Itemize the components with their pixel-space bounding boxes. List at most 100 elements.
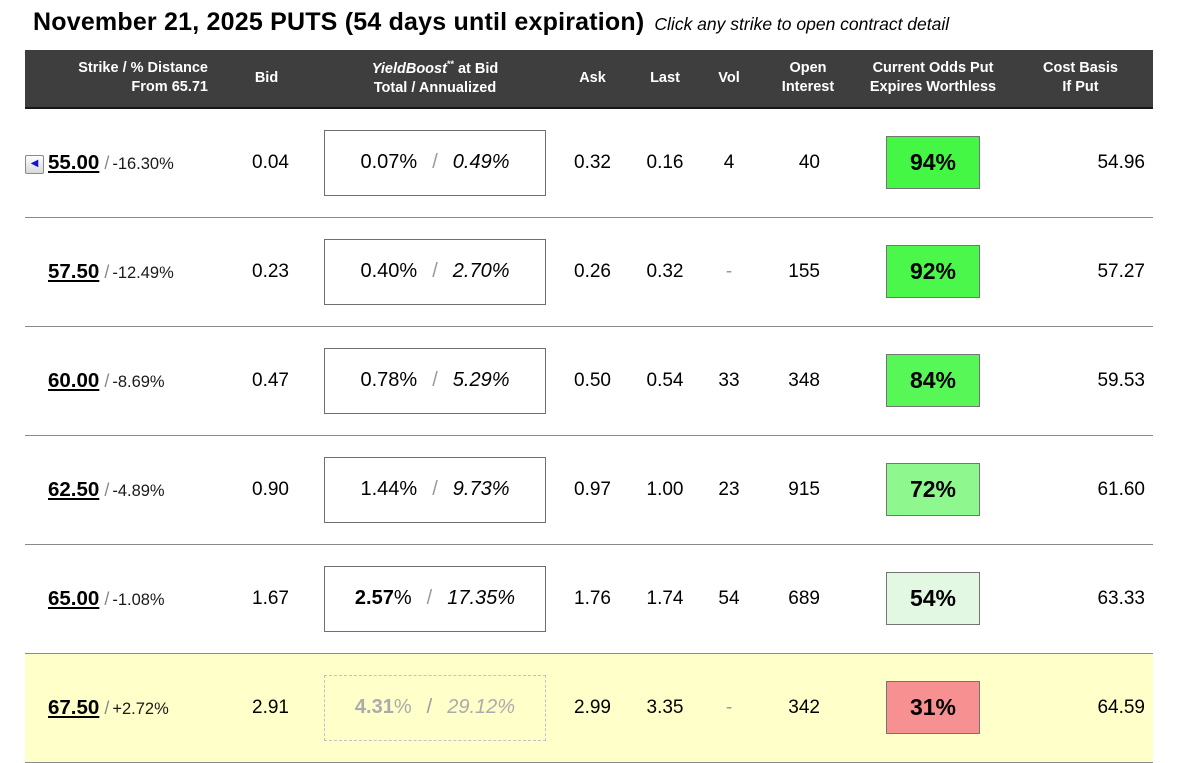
last-value: 1.00 bbox=[630, 435, 700, 545]
volume-value: 23 bbox=[700, 435, 758, 545]
open-interest-value: 348 bbox=[758, 326, 858, 436]
slash-separator: / bbox=[104, 261, 110, 282]
strike-row: ◀67.50/+2.72% 2.91 4.31% / 29.12% 2.99 3… bbox=[25, 653, 1153, 763]
yieldboost-box: 1.44% / 9.73% bbox=[324, 456, 546, 523]
volume-value: 4 bbox=[700, 107, 758, 218]
header-vol: Vol bbox=[700, 50, 758, 109]
last-value: 0.16 bbox=[630, 107, 700, 218]
bid-value: 1.67 bbox=[218, 544, 315, 654]
open-interest-value: 155 bbox=[758, 217, 858, 327]
yieldboost-slash: / bbox=[432, 478, 438, 501]
yieldboost-box: 4.31% / 29.12% bbox=[324, 674, 546, 741]
strike-row: ◀ 55.00/-16.30% 0.04 0.07% / 0.49% 0.32 0… bbox=[25, 107, 1153, 218]
yieldboost-slash: / bbox=[426, 587, 433, 610]
yieldboost-total: 1.44% bbox=[360, 478, 418, 501]
title-row: November 21, 2025 PUTS (54 days until ex… bbox=[0, 0, 1184, 37]
header-last: Last bbox=[630, 50, 700, 109]
yieldboost-slash: / bbox=[432, 151, 438, 174]
strike-row: ◀65.00/-1.08% 1.67 2.57% / 17.35% 1.76 1… bbox=[25, 544, 1153, 654]
strike-link[interactable]: 65.00 bbox=[48, 586, 100, 610]
bid-value: 2.91 bbox=[218, 653, 315, 763]
bid-value: 0.04 bbox=[218, 107, 315, 218]
yieldboost-annualized: 17.35% bbox=[447, 587, 516, 610]
volume-value: - bbox=[700, 217, 758, 327]
cost-basis-value: 61.60 bbox=[1008, 435, 1153, 545]
open-interest-value: 689 bbox=[758, 544, 858, 654]
volume-value: 54 bbox=[700, 544, 758, 654]
yieldboost-annualized: 0.49% bbox=[452, 151, 510, 174]
yieldboost-box: 0.40% / 2.70% bbox=[324, 238, 546, 305]
strike-link[interactable]: 67.50 bbox=[48, 695, 100, 719]
table-header-row: Strike / % Distance From 65.71 Bid Yield… bbox=[25, 50, 1153, 109]
prev-strikes-icon[interactable]: ◀ bbox=[25, 154, 44, 174]
ask-value: 0.32 bbox=[555, 107, 630, 218]
yieldboost-total: 0.78% bbox=[360, 369, 418, 392]
strike-link[interactable]: 62.50 bbox=[48, 477, 100, 501]
yieldboost-box: 0.78% / 5.29% bbox=[324, 347, 546, 414]
cost-basis-value: 57.27 bbox=[1008, 217, 1153, 327]
yieldboost-total: 4.31% bbox=[354, 696, 412, 719]
strike-row: ◀57.50/-12.49% 0.23 0.40% / 2.70% 0.26 0… bbox=[25, 217, 1153, 327]
header-ask: Ask bbox=[555, 50, 630, 109]
header-cost-basis: Cost Basis If Put bbox=[1008, 50, 1153, 109]
odds-badge: 54% bbox=[886, 572, 980, 626]
distance-from-price: -16.30% bbox=[112, 154, 174, 173]
distance-from-price: +2.72% bbox=[112, 699, 169, 718]
distance-from-price: -8.69% bbox=[112, 372, 165, 391]
odds-badge: 72% bbox=[886, 463, 980, 517]
ask-value: 2.99 bbox=[555, 653, 630, 763]
ask-value: 0.50 bbox=[555, 326, 630, 436]
yieldboost-slash: / bbox=[426, 696, 433, 719]
page-subtitle: Click any strike to open contract detail bbox=[654, 14, 950, 34]
odds-badge: 31% bbox=[886, 681, 980, 735]
yieldboost-box: 0.07% / 0.49% bbox=[324, 129, 546, 196]
yieldboost-brand: YieldBoost bbox=[371, 60, 447, 77]
cost-basis-value: 54.96 bbox=[1008, 107, 1153, 218]
strike-link[interactable]: 57.50 bbox=[48, 259, 100, 283]
yieldboost-annualized: 9.73% bbox=[452, 478, 510, 501]
yieldboost-total: 0.40% bbox=[360, 260, 418, 283]
yieldboost-slash: / bbox=[432, 369, 438, 392]
yieldboost-total: 2.57% bbox=[354, 587, 412, 610]
distance-from-price: -12.49% bbox=[112, 263, 174, 282]
ask-value: 1.76 bbox=[555, 544, 630, 654]
cost-basis-value: 59.53 bbox=[1008, 326, 1153, 436]
yieldboost-footnote-marker: ** bbox=[446, 59, 454, 69]
bid-value: 0.47 bbox=[218, 326, 315, 436]
strike-link[interactable]: 60.00 bbox=[48, 368, 100, 392]
page-title: November 21, 2025 PUTS (54 days until ex… bbox=[33, 8, 645, 36]
last-value: 0.32 bbox=[630, 217, 700, 327]
odds-badge: 92% bbox=[886, 245, 980, 299]
distance-from-price: -4.89% bbox=[112, 481, 165, 500]
distance-from-price: -1.08% bbox=[112, 590, 165, 609]
strike-link[interactable]: 55.00 bbox=[48, 150, 100, 174]
yieldboost-slash: / bbox=[432, 260, 438, 283]
yieldboost-box: 2.57% / 17.35% bbox=[324, 565, 546, 632]
cost-basis-value: 64.59 bbox=[1008, 653, 1153, 763]
last-value: 3.35 bbox=[630, 653, 700, 763]
bid-value: 0.23 bbox=[218, 217, 315, 327]
last-value: 0.54 bbox=[630, 326, 700, 436]
header-open-interest: Open Interest bbox=[758, 50, 858, 109]
last-value: 1.74 bbox=[630, 544, 700, 654]
slash-separator: / bbox=[104, 152, 110, 173]
open-interest-value: 915 bbox=[758, 435, 858, 545]
header-yieldboost: YieldBoost** at Bid Total / Annualized bbox=[315, 50, 555, 109]
odds-badge: 84% bbox=[886, 354, 980, 408]
ask-value: 0.97 bbox=[555, 435, 630, 545]
volume-value: 33 bbox=[700, 326, 758, 436]
odds-badge: 94% bbox=[886, 136, 980, 190]
open-interest-value: 342 bbox=[758, 653, 858, 763]
yieldboost-annualized: 5.29% bbox=[452, 369, 510, 392]
puts-option-chain-table: Strike / % Distance From 65.71 Bid Yield… bbox=[25, 50, 1153, 763]
slash-separator: / bbox=[104, 697, 110, 718]
header-strike-distance: Strike / % Distance From 65.71 bbox=[25, 50, 218, 109]
header-bid: Bid bbox=[218, 50, 315, 109]
strike-row: ◀60.00/-8.69% 0.47 0.78% / 5.29% 0.50 0.… bbox=[25, 326, 1153, 436]
strike-row: ◀62.50/-4.89% 0.90 1.44% / 9.73% 0.97 1.… bbox=[25, 435, 1153, 545]
yieldboost-annualized: 29.12% bbox=[447, 696, 516, 719]
slash-separator: / bbox=[104, 588, 110, 609]
slash-separator: / bbox=[104, 479, 110, 500]
header-odds-expires-worthless: Current Odds Put Expires Worthless bbox=[858, 50, 1008, 109]
open-interest-value: 40 bbox=[758, 107, 858, 218]
